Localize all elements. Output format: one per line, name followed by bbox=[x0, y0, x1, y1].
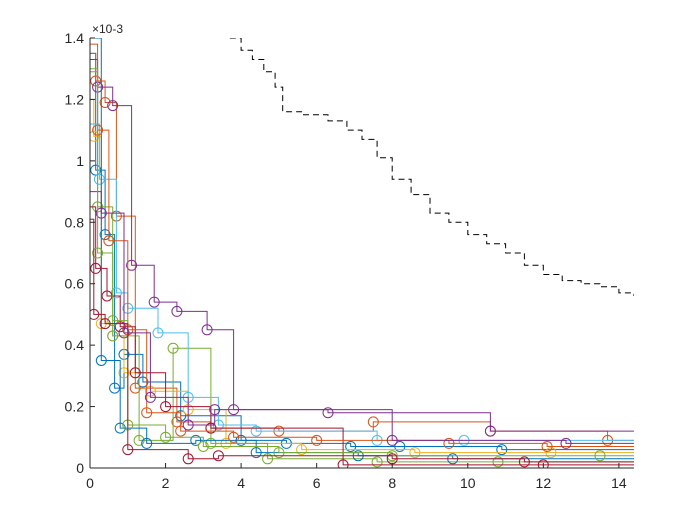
series-3-marker bbox=[409, 447, 421, 459]
series-2-marker bbox=[367, 416, 379, 428]
series-3-marker bbox=[296, 444, 308, 456]
series-11-marker bbox=[92, 247, 104, 259]
series-9-marker bbox=[141, 407, 153, 419]
series-1-marker bbox=[99, 229, 111, 241]
y-tick-label: 1.2 bbox=[65, 91, 85, 107]
series-9-marker bbox=[103, 235, 115, 247]
series-9-marker bbox=[175, 425, 187, 437]
series-6-marker bbox=[250, 425, 262, 437]
series-line-5 bbox=[90, 71, 634, 463]
series-4-marker bbox=[148, 296, 160, 308]
series-2-marker bbox=[171, 416, 183, 428]
series-8-marker bbox=[141, 437, 153, 449]
series-7-marker bbox=[101, 290, 113, 302]
series-10-marker bbox=[118, 327, 130, 339]
series-10-marker bbox=[144, 391, 156, 403]
series-1-marker bbox=[394, 441, 406, 452]
x-tick-label: 4 bbox=[237, 475, 245, 491]
series-3-marker bbox=[118, 367, 130, 379]
series-7-marker bbox=[90, 262, 102, 274]
series-5-marker bbox=[262, 453, 274, 465]
series-11-marker bbox=[160, 431, 172, 443]
series-9-marker bbox=[228, 431, 240, 443]
y-tick-label: 1.4 bbox=[65, 30, 85, 46]
series-2-marker bbox=[90, 75, 102, 87]
y-tick-label: 0.2 bbox=[65, 399, 85, 415]
series-11-marker bbox=[273, 447, 285, 459]
series-3-marker bbox=[545, 447, 557, 459]
x-tick-label: 2 bbox=[162, 475, 170, 491]
series-line-13 bbox=[229, 38, 634, 296]
series-5-marker bbox=[167, 342, 179, 354]
series-5-marker bbox=[133, 434, 145, 446]
series-1-marker bbox=[137, 376, 149, 388]
y-tick-label: 0.6 bbox=[65, 276, 85, 292]
y-exponent-label: ×10-3 bbox=[92, 22, 123, 36]
series-4-marker bbox=[201, 324, 213, 336]
series-3-marker bbox=[90, 130, 100, 142]
series-2-marker bbox=[129, 382, 141, 394]
series-5-marker bbox=[371, 456, 383, 468]
series-10-marker bbox=[95, 207, 107, 219]
x-tick-label: 6 bbox=[313, 475, 321, 491]
x-tick-label: 8 bbox=[388, 475, 396, 491]
series-9-marker bbox=[311, 434, 323, 446]
series-4-marker bbox=[107, 100, 119, 112]
series-1-marker bbox=[496, 444, 508, 456]
series-line-9 bbox=[90, 43, 634, 447]
series-6-marker bbox=[93, 173, 105, 185]
series-12-marker bbox=[212, 450, 224, 462]
series-1-marker bbox=[90, 164, 102, 176]
series-line-6 bbox=[90, 123, 634, 441]
series-12-marker bbox=[518, 456, 530, 468]
series-12-marker bbox=[99, 318, 111, 330]
series-12-marker bbox=[90, 308, 100, 320]
series-2-marker bbox=[99, 97, 111, 108]
series-7-marker bbox=[337, 459, 349, 468]
series-12-marker bbox=[122, 444, 134, 456]
series-8-marker bbox=[190, 434, 202, 446]
x-tick-label: 0 bbox=[86, 475, 94, 491]
series-7-marker bbox=[129, 367, 141, 379]
series-1-marker bbox=[345, 441, 357, 452]
series-4-marker bbox=[484, 425, 496, 437]
plot-series-layer bbox=[90, 38, 634, 468]
y-tick-label: 1 bbox=[76, 153, 84, 169]
series-4-marker bbox=[322, 407, 334, 419]
series-8-marker bbox=[95, 355, 107, 366]
series-10-marker bbox=[386, 434, 398, 446]
series-10-marker bbox=[182, 419, 194, 431]
series-10-marker bbox=[560, 437, 572, 449]
series-line-10 bbox=[90, 191, 634, 444]
y-tick-label: 0.8 bbox=[65, 214, 85, 230]
series-4-marker bbox=[171, 305, 183, 317]
series-5-marker bbox=[107, 330, 119, 342]
series-9-marker bbox=[443, 437, 455, 449]
series-7-marker bbox=[205, 422, 217, 434]
series-7-marker bbox=[537, 459, 549, 468]
series-4-marker bbox=[126, 259, 138, 271]
series-7-marker bbox=[114, 321, 126, 333]
series-8-marker bbox=[250, 447, 262, 459]
series-11-marker bbox=[197, 441, 209, 452]
x-tick-label: 14 bbox=[611, 475, 627, 491]
y-tick-label: 0 bbox=[76, 460, 84, 476]
series-7-marker bbox=[160, 401, 172, 413]
series-11-marker bbox=[107, 315, 119, 327]
series-9-marker bbox=[541, 441, 553, 452]
series-11-marker bbox=[594, 450, 606, 462]
series-5-marker bbox=[205, 437, 217, 449]
x-tick-label: 10 bbox=[460, 475, 476, 491]
series-10-marker bbox=[209, 404, 221, 416]
series-1-marker bbox=[109, 382, 121, 394]
y-tick-label: 0.4 bbox=[65, 337, 85, 353]
x-tick-label: 12 bbox=[536, 475, 552, 491]
series-6-marker bbox=[152, 327, 164, 339]
series-12-marker bbox=[182, 453, 194, 465]
series-8-marker bbox=[114, 422, 126, 434]
axes-layer: 0 2 4 6 8 10 12 14 0 0.2 0.4 0.6 0.8 1 1.2 1.4 bbox=[65, 30, 634, 491]
series-5-marker bbox=[492, 456, 504, 468]
